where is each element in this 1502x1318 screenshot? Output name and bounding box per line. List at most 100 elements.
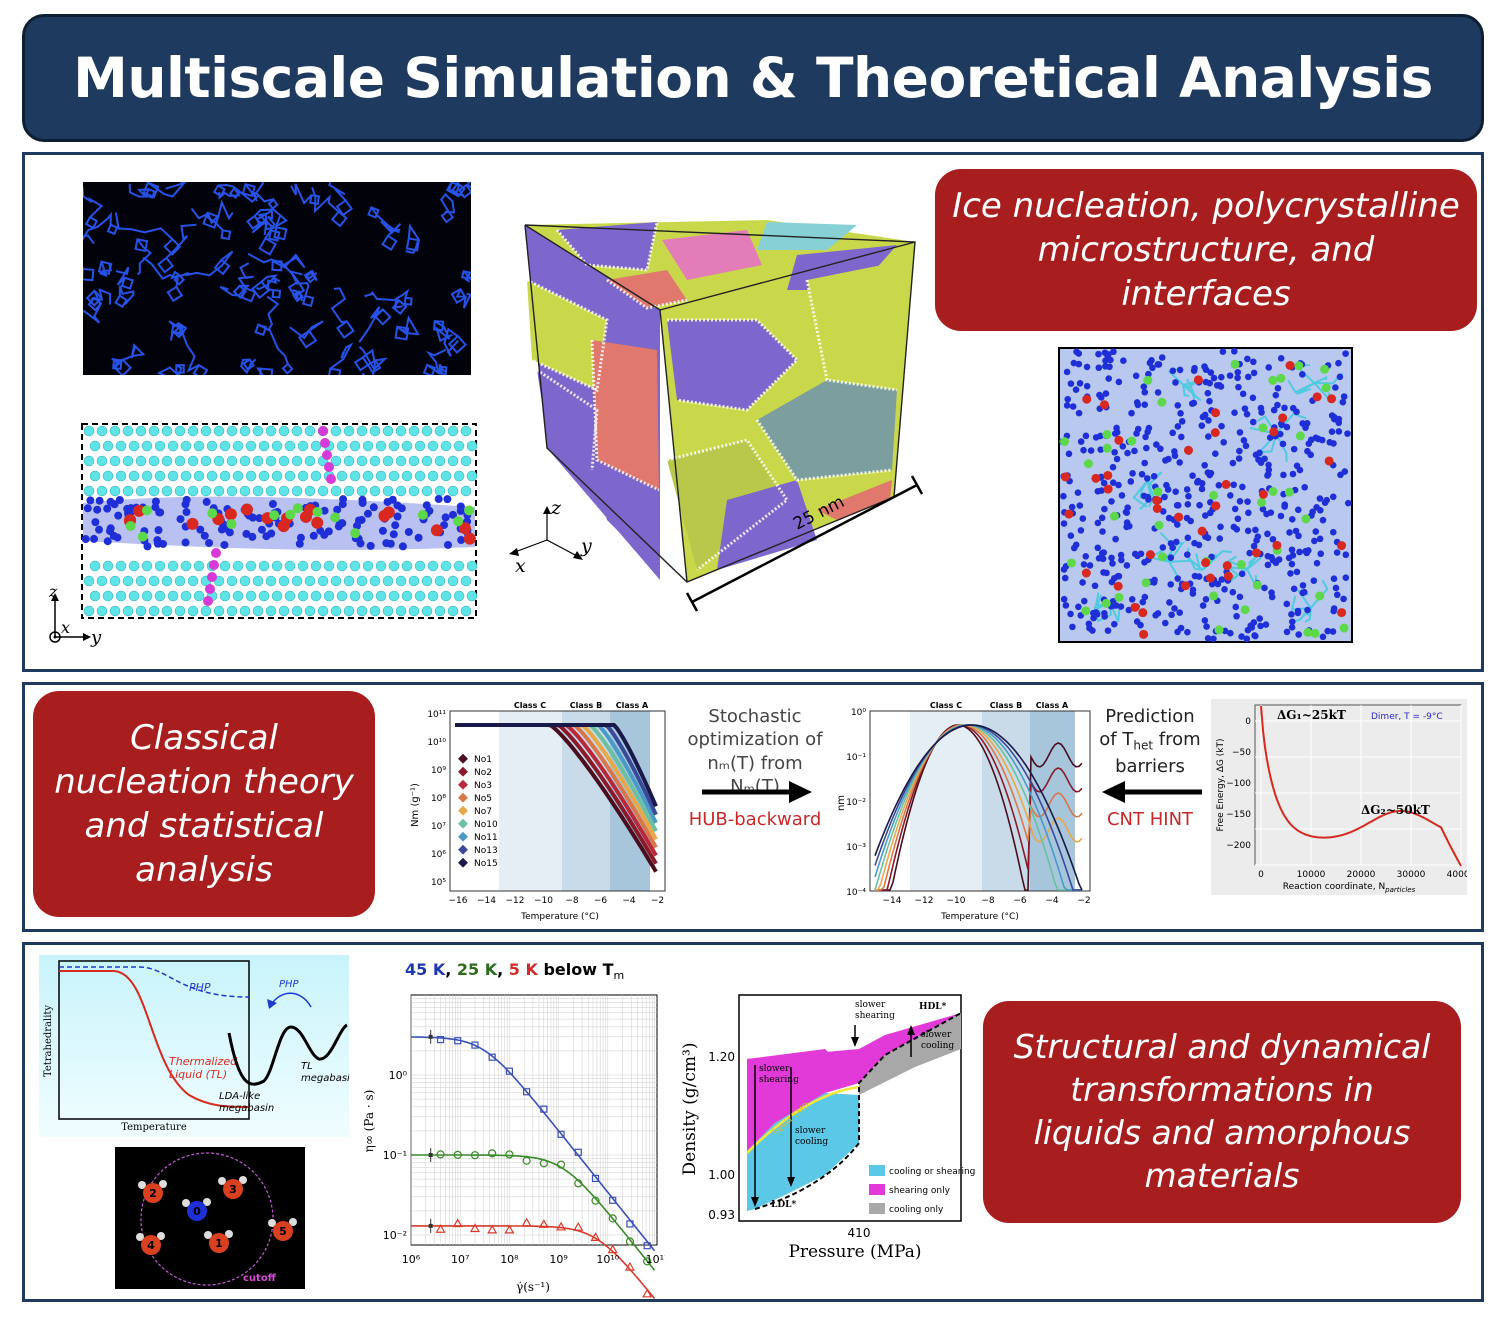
density-pressure-diagram: slower shearing HDL* slower cooling slower… — [680, 994, 975, 1262]
chart1-xtick: −16 — [449, 896, 468, 906]
density-ytick-120: 1.20 — [708, 1050, 735, 1064]
panel-classical-nucleation: Classical nucleation theory and statisti… — [22, 682, 1484, 932]
tetra-lda-megabasin: LDA-like megabasin — [219, 1091, 274, 1114]
density-legend-entry: shearing only — [889, 1186, 951, 1196]
density-slower-shearing-top: slower shearing — [855, 1000, 895, 1021]
chart1-legend-entry: No10 — [474, 820, 498, 830]
chart1-xtick: −10 — [534, 896, 553, 906]
panel-ice-nucleation: z x y — [22, 152, 1484, 672]
chart1-xtick: −8 — [565, 896, 579, 906]
chart2-xlabel: Temperature (°C) — [940, 912, 1019, 922]
molecule-atom — [209, 1233, 229, 1253]
chart1-ytick: 10⁹ — [431, 766, 446, 776]
chart1-class-a: Class A — [616, 701, 649, 710]
density-legend-swatch — [869, 1165, 885, 1176]
chart1-legend-entry: No2 — [474, 768, 492, 778]
chart3-xtick: 0 — [1258, 870, 1264, 880]
density-legend-entry: cooling only — [889, 1205, 944, 1215]
molecule-atom — [187, 1201, 207, 1221]
chart1-legend-entry: No13 — [474, 846, 498, 856]
molecule-label: 1 — [215, 1237, 223, 1250]
chart2-xtick: −6 — [1013, 896, 1027, 906]
ice-interface-slab-image — [81, 423, 477, 619]
chart1-ytick: 10⁸ — [431, 794, 446, 804]
ice-nucleation-label-box: Ice nucleation, polycrystalline microstr… — [935, 169, 1477, 331]
arrow2-icon — [1102, 781, 1202, 803]
density-ldl: LDL* — [771, 1200, 796, 1210]
visc-xtick: 10⁸ — [500, 1253, 519, 1266]
density-legend-swatch — [869, 1203, 885, 1214]
cnt-label: Classical nucleation theory and statisti… — [54, 717, 354, 891]
water-cluster-image: 0 1 2 3 4 5 cutoff — [115, 1147, 305, 1289]
chart3-ytick: −50 — [1232, 748, 1251, 758]
chart1-xtick: −2 — [651, 896, 664, 906]
chart1-ytick: 10¹¹ — [427, 710, 446, 720]
chart1-class-b: Class B — [570, 701, 602, 710]
chart1-legend-entry: No5 — [474, 794, 492, 804]
density-ytick-093: 0.93 — [708, 1208, 735, 1222]
chart2-xtick: −8 — [981, 896, 995, 906]
structural-label-box: Structural and dynamical transformations… — [983, 1001, 1461, 1223]
visc-title: 45 K, 25 K, 5 K below Tm — [405, 960, 624, 982]
chart1-xtick: −14 — [477, 896, 496, 906]
structural-label: Structural and dynamical transformations… — [1013, 1027, 1431, 1195]
hydrogen-bond-network-image — [83, 182, 471, 375]
arrow2-text: Prediction of Thet from barriers — [1099, 706, 1201, 777]
chart1-ytick: 10⁷ — [431, 822, 446, 832]
chart3-xtick: 30000 — [1397, 870, 1426, 880]
nm-density-chart: Class C Class B Class A 10⁰ 10⁻¹ 10⁻² 10⁻³ 1… — [836, 701, 1091, 922]
title-banner: Multiscale Simulation & Theoretical Anal… — [22, 14, 1484, 142]
cnt-label-box: Classical nucleation theory and statisti… — [33, 691, 375, 917]
molecule-label: 4 — [147, 1239, 155, 1252]
chart2-ytick: 10⁻² — [846, 798, 866, 808]
density-legend-swatch — [869, 1184, 885, 1195]
chart1-legend-entry: No15 — [474, 859, 498, 869]
chart1-xlabel: Temperature (°C) — [520, 912, 599, 922]
chart1-ytick: 10¹⁰ — [427, 738, 446, 748]
visc-xlabel: γ̇(s⁻¹) — [516, 1280, 550, 1294]
chart2-ylabel: nm — [836, 795, 847, 811]
chart3-annot1: ΔG₁~25kT — [1277, 708, 1346, 722]
chart3-xlabel: Reaction coordinate, Nparticles — [1283, 882, 1416, 894]
chart2-xtick: −12 — [915, 896, 934, 906]
visc-ylabel: η∞ (Pa · s) — [362, 1090, 376, 1153]
arrow1-method: HUB-backward — [688, 809, 822, 830]
density-ylabel: Density (g/cm³) — [680, 1043, 700, 1176]
chart2-xtick: −14 — [883, 896, 902, 906]
nm-cumulative-chart: Class C Class B Class A 10¹¹ 10¹⁰ 10⁹ 10⁸ 10… — [410, 701, 666, 922]
cutoff-label: cutoff — [243, 1273, 277, 1284]
chart1-legend-entry: No7 — [474, 807, 492, 817]
chart1-ytick: 10⁶ — [431, 850, 446, 860]
chart3-xtick: 20000 — [1347, 870, 1376, 880]
tetrahedrality-schematic: PHP Thermalized Liquid (TL) Tetrahedralit… — [39, 955, 349, 1137]
tetra-php-label: PHP — [189, 981, 211, 994]
chart1-legend-entry: No11 — [474, 833, 498, 843]
slab-axis-y: y — [90, 627, 102, 648]
slab-axis-x: x — [61, 618, 70, 637]
arrow2-method: CNT HINT — [1106, 809, 1194, 830]
visc-xtick: 10⁹ — [549, 1253, 567, 1266]
chart1-ytick: 10⁵ — [431, 878, 446, 888]
visc-ytick: 10⁰ — [389, 1069, 408, 1082]
panel-structural-transformations: PHP Thermalized Liquid (TL) Tetrahedralit… — [22, 942, 1484, 1302]
slab-axes: z x y — [48, 585, 102, 648]
chart2-ytick: 10⁻¹ — [846, 753, 866, 763]
molecule-label: 5 — [279, 1225, 287, 1238]
density-legend-entry: cooling or shearing — [889, 1167, 975, 1177]
visc-xtick: 10¹¹ — [646, 1253, 665, 1266]
cube-axis-z: z — [550, 497, 562, 519]
chart1-ylabel: Nm (g⁻¹) — [410, 783, 421, 827]
molecule-atom — [273, 1221, 293, 1241]
viscosity-chart: 45 K, 25 K, 5 K below Tm 10⁰ 10⁻¹ 10⁻² 10⁶… — [362, 960, 665, 1299]
chart1-xtick: −4 — [622, 896, 636, 906]
cube-axes: z x y — [509, 497, 592, 577]
density-slower-shearing-left: slower shearing — [759, 1064, 799, 1085]
chart2-class-b: Class B — [990, 701, 1022, 710]
chart3-legend: Dimer, T = -9°C — [1371, 712, 1443, 722]
tetra-tl-megabasin: TLmegabasin — [301, 1061, 349, 1084]
visc-xtick: 10⁷ — [451, 1253, 469, 1266]
chart3-ytick: −200 — [1226, 841, 1251, 851]
tetra-ylabel: Tetrahedrality — [43, 1005, 54, 1077]
chart2-xtick: −10 — [947, 896, 966, 906]
chart3-ytick: −100 — [1226, 779, 1251, 789]
